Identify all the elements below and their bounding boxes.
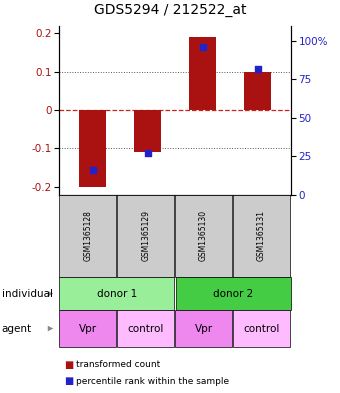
Bar — [189, 37, 216, 110]
Bar — [79, 110, 106, 187]
Point — [255, 65, 260, 72]
Text: agent: agent — [2, 323, 32, 334]
Text: GDS5294 / 212522_at: GDS5294 / 212522_at — [94, 2, 246, 17]
Point — [145, 150, 150, 156]
Text: percentile rank within the sample: percentile rank within the sample — [76, 377, 230, 386]
Text: individual: individual — [2, 289, 53, 299]
Text: GSM1365129: GSM1365129 — [141, 210, 150, 261]
Bar — [134, 110, 162, 152]
Text: control: control — [243, 323, 279, 334]
Text: ■: ■ — [65, 376, 74, 386]
Point — [200, 44, 205, 51]
Text: ■: ■ — [65, 360, 74, 370]
Text: Vpr: Vpr — [194, 323, 212, 334]
Text: GSM1365130: GSM1365130 — [199, 210, 208, 261]
Text: Vpr: Vpr — [79, 323, 97, 334]
Text: control: control — [128, 323, 164, 334]
Text: GSM1365128: GSM1365128 — [83, 210, 92, 261]
Text: donor 2: donor 2 — [213, 289, 254, 299]
Text: transformed count: transformed count — [76, 360, 161, 369]
Bar — [244, 72, 271, 110]
Text: GSM1365131: GSM1365131 — [257, 210, 266, 261]
Text: donor 1: donor 1 — [97, 289, 137, 299]
Point — [90, 166, 95, 173]
